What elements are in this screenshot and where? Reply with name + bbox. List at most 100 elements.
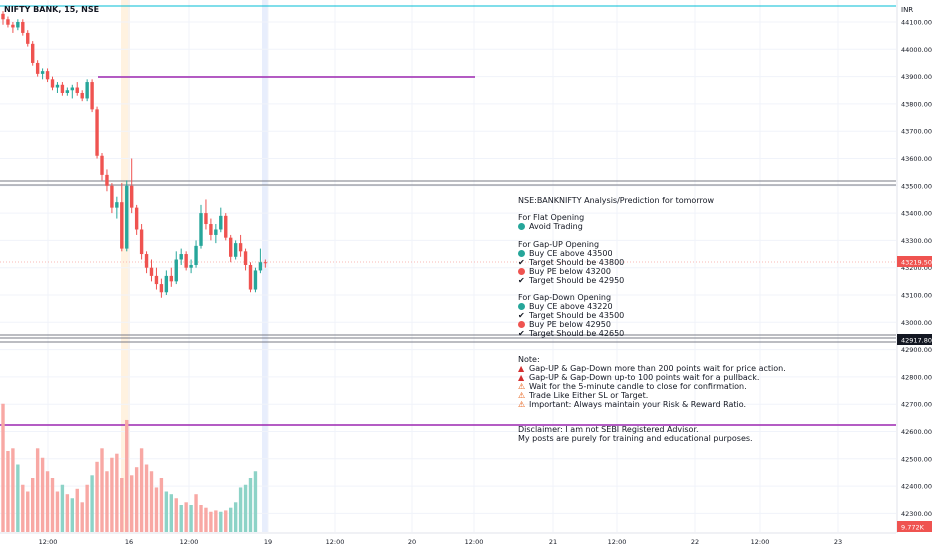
level-price-tag: [897, 334, 932, 345]
volume-bar: [238, 487, 243, 532]
volume-bar: [31, 478, 35, 532]
time-tick-label: 12:00: [39, 538, 58, 546]
note-heading: Note:: [518, 355, 540, 364]
price-tick-label: 43200.00: [901, 264, 932, 272]
price-tick-label: 43800.00: [901, 100, 932, 108]
candle-body: [243, 251, 248, 265]
candle-body: [238, 243, 243, 252]
candle-body: [179, 254, 183, 260]
volume-bar: [224, 510, 228, 532]
volume-bar: [179, 505, 183, 532]
volume-bar: [174, 498, 178, 532]
candle-body: [214, 229, 218, 235]
last-price-label: 43219.50: [901, 259, 932, 267]
candle-body: [80, 92, 84, 99]
volume-bar: [169, 494, 173, 532]
candle-body: [130, 185, 134, 208]
note-item: ▲ Gap-UP & Gap-Down more than 200 points …: [518, 364, 786, 373]
price-tick-label: 42700.00: [901, 401, 932, 409]
volume-bar: [219, 511, 223, 532]
fire-icon: ▲: [518, 364, 525, 373]
time-tick-label: 12:00: [751, 538, 770, 546]
candle-body: [11, 24, 15, 28]
volume-bar: [6, 451, 10, 532]
price-tick-label: 43700.00: [901, 128, 932, 136]
time-tick-label: 12:00: [326, 538, 345, 546]
candle-body: [55, 84, 60, 88]
candle-body: [144, 254, 149, 268]
time-axis-panel: [0, 533, 932, 550]
gap-up-item: ✔ Target Should be 42950: [518, 276, 625, 285]
candle-body: [258, 262, 263, 271]
candle-body: [6, 19, 10, 25]
volume-bar: [233, 502, 238, 532]
volume-tag: [897, 521, 932, 532]
candle-body: [40, 71, 45, 74]
price-tick-label: 43300.00: [901, 237, 932, 245]
candle-body: [154, 275, 159, 285]
time-tick-label: 23: [834, 538, 842, 546]
candle-body: [263, 262, 268, 264]
candle-body: [134, 207, 139, 230]
level-price-label: 42917.80: [901, 337, 932, 345]
price-tick-label: 43000.00: [901, 319, 932, 327]
check-icon: ✔: [518, 276, 525, 285]
volume-bar: [50, 478, 55, 532]
price-tick-label: 42900.00: [901, 346, 932, 354]
note-item: ⚠ Important: Always maintain your Risk & …: [518, 400, 747, 409]
candle-body: [184, 254, 188, 268]
candle-body: [164, 275, 169, 293]
price-tick-label: 42600.00: [901, 428, 932, 436]
gap-down-item: Buy PE below 42950: [518, 320, 611, 329]
price-tick-label: 43600.00: [901, 155, 932, 163]
candle-body: [253, 270, 258, 290]
candle-body: [209, 224, 213, 235]
check-icon: ✔: [518, 258, 525, 267]
volume-bar: [60, 484, 65, 532]
volume-bar: [40, 457, 45, 532]
volume-bar: [243, 484, 248, 532]
candle-body: [35, 62, 40, 74]
candle-body: [233, 243, 238, 257]
last-price-tag: [897, 256, 932, 267]
gap-down-item: ✔ Target Should be 42650: [518, 329, 625, 338]
candle-body: [21, 22, 25, 33]
warning-icon: ⚠: [518, 391, 526, 400]
volume-bar: [164, 491, 169, 532]
warning-icon: ⚠: [518, 382, 526, 391]
analysis-title: NSE:BANKNIFTY Analysis/Prediction for to…: [518, 196, 715, 205]
volume-bar: [95, 461, 99, 532]
volume-bar: [11, 448, 15, 532]
volume-bar: [144, 464, 149, 532]
candle-body: [45, 71, 50, 80]
time-tick-label: 21: [549, 538, 557, 546]
candle-body: [1, 13, 5, 20]
volume-bar: [105, 471, 109, 532]
candle-body: [90, 82, 94, 110]
volume-bar: [154, 487, 159, 532]
candle-body: [199, 213, 203, 246]
volume-bar: [55, 491, 60, 532]
price-tick-label: 43500.00: [901, 182, 932, 190]
price-tick-label: 44100.00: [901, 19, 932, 27]
gap-up-heading: For Gap-UP Opening: [518, 240, 600, 249]
candle-body: [120, 202, 124, 249]
candle-body: [125, 185, 129, 249]
volume-tag-label: 9.772K: [901, 524, 925, 532]
price-axis-panel: [897, 0, 932, 550]
candle-body: [70, 87, 74, 91]
volume-bar: [45, 471, 50, 532]
check-icon: ✔: [518, 311, 525, 320]
gap-up-item: Buy PE below 43200: [518, 267, 611, 276]
volume-bar: [139, 448, 144, 532]
candle-body: [149, 267, 154, 276]
candle-body: [75, 87, 79, 93]
volume-bar: [85, 484, 89, 532]
volume-bar: [90, 475, 94, 532]
candle-body: [95, 109, 99, 156]
volume-bar: [1, 403, 5, 532]
candle-body: [60, 84, 65, 93]
price-tick-label: 42300.00: [901, 510, 932, 518]
volume-bar: [115, 453, 119, 532]
